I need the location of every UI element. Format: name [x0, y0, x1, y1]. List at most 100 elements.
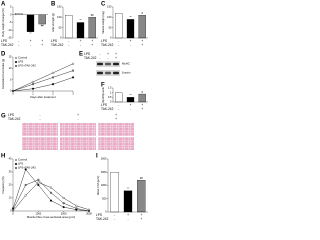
x-tick-label: 1 [32, 91, 34, 95]
panel-label: G [1, 114, 6, 120]
treatment-sign: - [77, 117, 78, 121]
y-tick-label: 0.5 [108, 95, 112, 99]
y-tick-label: 20 [9, 183, 12, 187]
point [71, 76, 75, 79]
histology-image [22, 123, 58, 136]
y-tick-label: 150 [107, 5, 112, 9]
blot-band [97, 62, 103, 66]
significance: ** [129, 15, 131, 19]
bar [115, 13, 123, 39]
panel-label: C [101, 2, 106, 8]
point [37, 178, 40, 181]
treatment-sign: + [130, 39, 132, 43]
y-tick-label: 0 [10, 209, 12, 213]
treatment-sign: - [18, 39, 19, 43]
bar [137, 180, 146, 213]
series-line [12, 168, 90, 212]
blot-band [105, 71, 111, 75]
y-tick-label: 0 [110, 36, 112, 40]
bar [38, 14, 46, 25]
y-tick-label: 10 [9, 196, 12, 200]
treatment-sign: + [141, 103, 143, 107]
significance: ## [91, 13, 94, 17]
y-tick-label: 1000 [101, 183, 107, 187]
y-tick-label: 1 [110, 90, 112, 94]
treatment-sign: - [130, 107, 131, 111]
x-tick-label: 2000 [61, 211, 67, 215]
treatment-sign: + [141, 43, 143, 47]
treatment-sign: + [30, 39, 32, 43]
legend-label: Control [18, 158, 27, 162]
y-tick-label: -15 [8, 36, 12, 40]
treatment-sign: - [39, 113, 40, 117]
treatment-sign: + [130, 103, 132, 107]
y-axis-label: MyHC/β-actin [101, 87, 105, 103]
significance: ** [29, 31, 31, 35]
point [31, 87, 35, 90]
treatment-sign: + [107, 52, 109, 56]
bar [126, 19, 135, 39]
bar [126, 97, 135, 103]
panel-label: F [101, 83, 105, 89]
panel-label: H [1, 154, 5, 160]
treatment-name: LPS [101, 39, 107, 43]
x-axis-label: Days after treatment [30, 95, 56, 99]
histology-image [60, 123, 96, 136]
point [11, 208, 15, 211]
legend-marker [14, 56, 18, 60]
y-tick-label: 0 [60, 36, 62, 40]
x-axis-label: Muscle fibre cross-sectional area (μm²) [27, 215, 75, 219]
y-axis-label: Muscle weight (mg) [101, 11, 105, 34]
y-tick-label: 15 [9, 55, 12, 59]
bar [115, 92, 123, 103]
significance: ** [79, 18, 81, 22]
histology-image [98, 123, 134, 136]
treatment-sign: + [115, 117, 117, 121]
treatment-name: LPS [101, 103, 107, 107]
legend-marker [14, 162, 18, 166]
treatment-sign: + [140, 217, 142, 221]
legend-marker [14, 60, 18, 64]
point [51, 76, 55, 79]
point [49, 191, 53, 194]
x-tick-label: 3 [72, 91, 74, 95]
treatment-sign: - [114, 213, 115, 217]
y-tick-label: 2000 [101, 157, 107, 161]
histology-image [22, 137, 58, 150]
x-tick-label: 0 [12, 211, 14, 215]
point [87, 209, 91, 213]
y-tick-label: 40 [9, 157, 12, 161]
y-tick-label: -10 [8, 28, 12, 32]
point [37, 181, 40, 184]
significance: ## [140, 176, 143, 180]
point [62, 202, 65, 205]
blot-band [113, 62, 119, 66]
x-tick-label: 0 [12, 91, 14, 95]
y-tick-label: 0 [10, 89, 12, 93]
band-label: β-actin [122, 71, 131, 75]
bar [88, 17, 96, 39]
y-axis-label: Mean CSA (μm²) [96, 176, 100, 196]
band-label: MyHC [122, 62, 130, 66]
y-tick-label: -5 [9, 20, 12, 24]
y-tick-label: 1.5 [108, 86, 112, 90]
y-tick-label: 50 [109, 25, 112, 29]
treatment-name: LPS [84, 52, 90, 56]
y-axis-label: Body weight change (%) [1, 8, 5, 36]
x-tick-label: 3000 [86, 211, 92, 215]
point [24, 194, 27, 197]
y-axis-label: Grip strength (g) [51, 13, 55, 32]
treatment-sign: - [30, 43, 31, 47]
treatment-sign: + [115, 56, 117, 60]
y-tick-label: 30 [9, 170, 12, 174]
treatment-sign: - [130, 43, 131, 47]
treatment-sign: - [118, 103, 119, 107]
treatment-name: LPS [1, 39, 7, 43]
bar [138, 93, 146, 103]
treatment-name: TAK-242 [84, 56, 97, 60]
treatment-sign: - [80, 43, 81, 47]
y-tick-label: 5 [10, 77, 12, 81]
x-tick-label: 1000 [35, 211, 41, 215]
legend-label: LPS+TAK-242 [18, 64, 36, 68]
